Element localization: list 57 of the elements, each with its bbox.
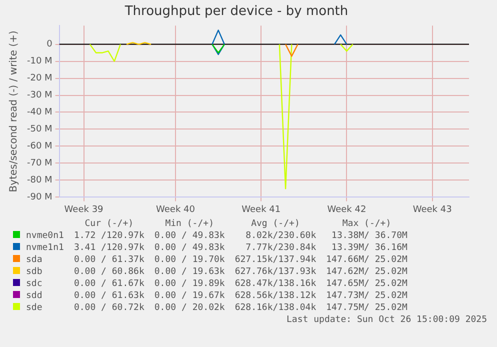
text: 3.41 /120.97k [72, 242, 146, 254]
text: 0.00 / 61.67k [72, 278, 146, 290]
text: 0.00 / 19.67k [153, 290, 226, 302]
legend-label: sdc [26, 279, 42, 289]
legend-label: nvme1n1 [26, 243, 64, 253]
text: Cur (-/+) [84, 218, 135, 230]
legend-label: nvme0n1 [26, 231, 64, 241]
text: 0.00 / 19.63k [153, 266, 226, 278]
y-tick-label: -10 M [27, 56, 52, 67]
x-tick-label: Week 42 [327, 204, 366, 215]
text: Min (-/+) [164, 218, 215, 230]
text: 0.00 / 20.02k [153, 302, 226, 314]
y-tick-label: -30 M [27, 90, 52, 101]
text: 147.75M/ 25.02M [325, 302, 408, 314]
text: 0.00 / 49.83k [153, 230, 226, 242]
text: 7.77k/230.84k [244, 242, 318, 254]
text: 1.72 /120.97k [72, 230, 146, 242]
legend-label: sde [26, 303, 42, 313]
legend-label: sdd [26, 291, 42, 301]
y-tick-label: -70 M [27, 158, 52, 169]
x-tick-label: Week 40 [156, 204, 196, 215]
text: 627.15k/137.94k [234, 254, 318, 266]
legend-label: sdb [26, 267, 42, 277]
text: 13.39M/ 36.16M [330, 242, 408, 254]
text: 147.65M/ 25.02M [325, 278, 408, 290]
text: 147.62M/ 25.02M [325, 266, 408, 278]
y-axis-title: Bytes/second read (-) / write (+) [8, 30, 20, 192]
legend-label: sda [26, 255, 42, 265]
text: 627.76k/137.93k [234, 266, 318, 278]
text: 8.02k/230.60k [244, 230, 318, 242]
text: 0.00 / 61.63k [72, 290, 146, 302]
text: 0.00 / 49.83k [153, 242, 226, 254]
y-tick-label: -40 M [27, 108, 52, 118]
x-tick-label: Week 43 [412, 204, 452, 215]
text: 13.38M/ 36.70M [330, 230, 408, 242]
x-tick-label: Week 41 [242, 204, 281, 215]
text: 628.16k/138.04k [234, 302, 318, 314]
text: 0.00 / 60.86k [72, 266, 146, 278]
x-tick-label: Week 39 [64, 204, 104, 215]
y-tick-label: -50 M [27, 124, 52, 135]
text: 147.73M/ 25.02M [325, 290, 408, 302]
text: 0.00 / 61.37k [72, 254, 146, 266]
text: 147.66M/ 25.02M [325, 254, 408, 266]
text: Max (-/+) [341, 218, 392, 230]
text: Last update: Sun Oct 26 15:00:09 2025 [286, 314, 488, 326]
text: 0.00 / 19.70k [153, 254, 226, 266]
text: 628.56k/138.12k [234, 290, 318, 302]
text: Avg (-/+) [250, 218, 301, 230]
y-tick-label: -20 M [27, 74, 52, 84]
text: 0.00 / 19.89k [153, 278, 226, 290]
y-tick-label: 0 [46, 40, 53, 50]
text: 0.00 / 60.72k [72, 302, 146, 314]
text: 628.47k/138.16k [234, 278, 318, 290]
y-tick-label: -80 M [27, 176, 52, 186]
chart-title: Throughput per device - by month [124, 4, 348, 20]
y-tick-label: -90 M [27, 192, 52, 203]
y-tick-label: -60 M [27, 142, 52, 152]
